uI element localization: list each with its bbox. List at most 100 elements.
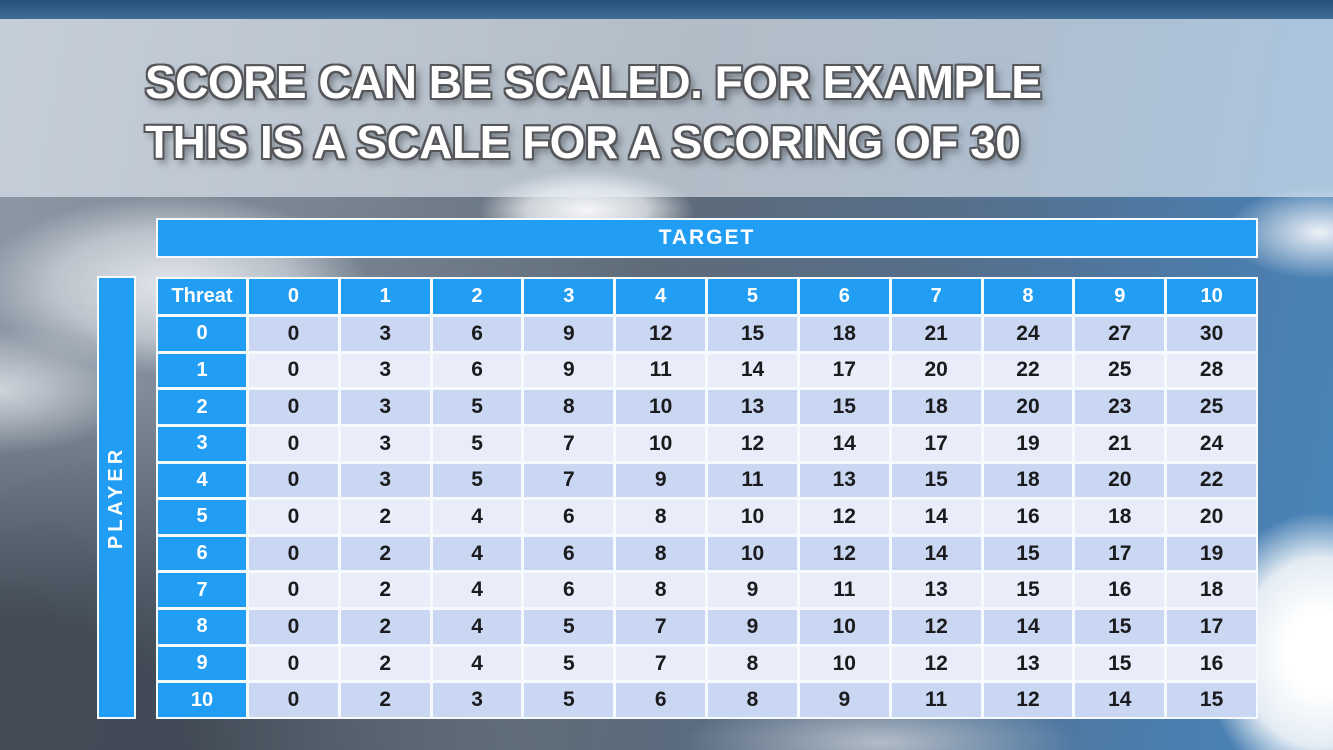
score-cell-0-1: 3 — [340, 317, 430, 351]
target-axis-bar: TARGET — [156, 218, 1258, 258]
score-cell-10-2: 3 — [432, 683, 522, 717]
row-header-cell-4: 4 — [158, 463, 246, 498]
title-line-1: SCORE CAN BE SCALED. FOR EXAMPLE — [145, 56, 1042, 108]
score-cell-9-6: 10 — [799, 646, 889, 681]
score-cell-10-8: 12 — [983, 683, 1073, 717]
column-header-cell-1: 1 — [340, 279, 430, 314]
row-header-cell-5: 5 — [158, 500, 246, 534]
column-header-cell-6: 6 — [799, 279, 889, 314]
score-cell-4-7: 15 — [891, 463, 981, 498]
score-cell-9-5: 8 — [708, 646, 797, 681]
score-cell-5-2: 4 — [432, 500, 522, 534]
score-cell-10-9: 14 — [1075, 683, 1165, 717]
corner-header-cell: Threat — [158, 279, 246, 314]
score-cell-3-6: 14 — [799, 426, 889, 461]
score-cell-0-3: 9 — [524, 317, 614, 351]
column-header-cell-3: 3 — [524, 279, 614, 314]
score-cell-8-2: 4 — [432, 610, 522, 644]
score-cell-8-10: 17 — [1167, 610, 1256, 644]
score-cell-1-6: 17 — [799, 353, 889, 388]
score-cell-7-8: 15 — [983, 573, 1073, 608]
score-cell-2-0: 0 — [249, 390, 338, 424]
score-cell-8-4: 7 — [616, 610, 706, 644]
score-cell-7-10: 18 — [1167, 573, 1256, 608]
score-cell-2-1: 3 — [340, 390, 430, 424]
score-cell-7-7: 13 — [891, 573, 981, 608]
score-cell-1-4: 11 — [616, 353, 706, 388]
score-cell-9-1: 2 — [340, 646, 430, 681]
score-cell-7-0: 0 — [249, 573, 338, 608]
score-cell-6-10: 19 — [1167, 536, 1256, 571]
score-cell-0-9: 27 — [1075, 317, 1165, 351]
score-cell-7-3: 6 — [524, 573, 614, 608]
score-cell-5-6: 12 — [799, 500, 889, 534]
score-cell-3-2: 5 — [432, 426, 522, 461]
row-header-cell-10: 10 — [158, 683, 246, 717]
column-header-cell-10: 10 — [1167, 279, 1256, 314]
score-cell-6-3: 6 — [524, 536, 614, 571]
score-cell-8-6: 10 — [799, 610, 889, 644]
score-cell-4-3: 7 — [524, 463, 614, 498]
score-cell-1-7: 20 — [891, 353, 981, 388]
score-cell-9-10: 16 — [1167, 646, 1256, 681]
score-cell-8-8: 14 — [983, 610, 1073, 644]
score-cell-6-2: 4 — [432, 536, 522, 571]
score-cell-5-10: 20 — [1167, 500, 1256, 534]
score-cell-4-4: 9 — [616, 463, 706, 498]
score-cell-3-0: 0 — [249, 426, 338, 461]
score-cell-7-1: 2 — [340, 573, 430, 608]
score-cell-9-4: 7 — [616, 646, 706, 681]
score-cell-3-9: 21 — [1075, 426, 1165, 461]
row-header-cell-7: 7 — [158, 573, 246, 608]
score-cell-8-3: 5 — [524, 610, 614, 644]
score-cell-3-5: 12 — [708, 426, 797, 461]
score-cell-2-5: 13 — [708, 390, 797, 424]
score-cell-0-5: 15 — [708, 317, 797, 351]
score-cell-9-9: 15 — [1075, 646, 1165, 681]
score-cell-1-2: 6 — [432, 353, 522, 388]
score-cell-5-1: 2 — [340, 500, 430, 534]
score-cell-9-8: 13 — [983, 646, 1073, 681]
score-cell-9-7: 12 — [891, 646, 981, 681]
score-cell-0-0: 0 — [249, 317, 338, 351]
score-cell-3-4: 10 — [616, 426, 706, 461]
score-cell-1-1: 3 — [340, 353, 430, 388]
row-header-cell-8: 8 — [158, 610, 246, 644]
score-cell-6-4: 8 — [616, 536, 706, 571]
column-header-cell-4: 4 — [616, 279, 706, 314]
score-cell-0-6: 18 — [799, 317, 889, 351]
score-cell-1-9: 25 — [1075, 353, 1165, 388]
row-header-cell-6: 6 — [158, 536, 246, 571]
column-header-cell-8: 8 — [983, 279, 1073, 314]
score-cell-3-10: 24 — [1167, 426, 1256, 461]
score-cell-3-3: 7 — [524, 426, 614, 461]
score-cell-8-9: 15 — [1075, 610, 1165, 644]
score-cell-10-10: 15 — [1167, 683, 1256, 717]
score-cell-4-1: 3 — [340, 463, 430, 498]
score-cell-10-0: 0 — [249, 683, 338, 717]
score-cell-8-7: 12 — [891, 610, 981, 644]
top-accent-bar — [0, 0, 1333, 19]
score-cell-5-3: 6 — [524, 500, 614, 534]
score-cell-4-8: 18 — [983, 463, 1073, 498]
score-cell-4-5: 11 — [708, 463, 797, 498]
score-cell-1-10: 28 — [1167, 353, 1256, 388]
score-cell-4-0: 0 — [249, 463, 338, 498]
score-cell-0-7: 21 — [891, 317, 981, 351]
score-cell-3-8: 19 — [983, 426, 1073, 461]
score-cell-5-5: 10 — [708, 500, 797, 534]
score-cell-6-1: 2 — [340, 536, 430, 571]
score-cell-0-10: 30 — [1167, 317, 1256, 351]
score-cell-6-9: 17 — [1075, 536, 1165, 571]
score-cell-6-8: 15 — [983, 536, 1073, 571]
score-cell-6-7: 14 — [891, 536, 981, 571]
score-cell-10-4: 6 — [616, 683, 706, 717]
score-cell-10-3: 5 — [524, 683, 614, 717]
score-cell-8-5: 9 — [708, 610, 797, 644]
row-header-cell-2: 2 — [158, 390, 246, 424]
score-cell-7-5: 9 — [708, 573, 797, 608]
score-cell-1-3: 9 — [524, 353, 614, 388]
score-cell-10-5: 8 — [708, 683, 797, 717]
score-cell-10-7: 11 — [891, 683, 981, 717]
player-axis-label: PLAYER — [105, 445, 128, 550]
